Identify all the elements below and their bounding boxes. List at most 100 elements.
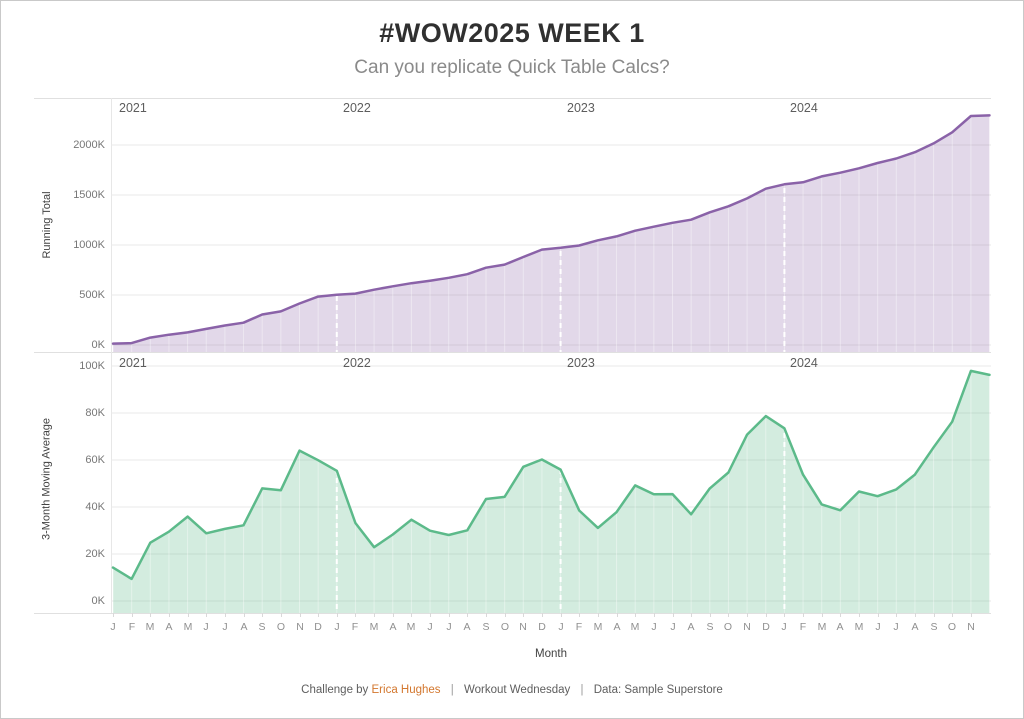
- month-label: M: [406, 621, 416, 633]
- month-label: J: [893, 621, 899, 633]
- month-label: A: [240, 621, 248, 633]
- month-tick: [542, 613, 543, 617]
- month-tick: [803, 613, 804, 617]
- axis-bottom-border: [34, 613, 991, 614]
- month-label: M: [593, 621, 603, 633]
- month-tick: [244, 613, 245, 617]
- y-tick-label: 0K: [91, 595, 105, 607]
- month-label: S: [930, 621, 938, 633]
- month-tick: [523, 613, 524, 617]
- y-tick-label: 60K: [85, 454, 105, 466]
- month-tick: [673, 613, 674, 617]
- year-label: 2022: [343, 101, 371, 115]
- month-tick: [411, 613, 412, 617]
- month-label: D: [314, 621, 322, 633]
- month-tick: [300, 613, 301, 617]
- running-total-area-chart[interactable]: [111, 98, 991, 352]
- month-tick: [635, 613, 636, 617]
- month-tick: [691, 613, 692, 617]
- month-tick: [188, 613, 189, 617]
- month-label: O: [723, 621, 733, 633]
- month-label: S: [258, 621, 266, 633]
- month-label: N: [519, 621, 527, 633]
- y-axis-title-moving-average: 3-Month Moving Average: [40, 417, 53, 541]
- month-label: A: [389, 621, 397, 633]
- pane-divider: [34, 352, 991, 353]
- month-tick: [281, 613, 282, 617]
- month-tick: [150, 613, 151, 617]
- month-tick: [262, 613, 263, 617]
- month-label: N: [743, 621, 751, 633]
- x-axis-title: Month: [535, 648, 567, 660]
- month-tick: [486, 613, 487, 617]
- month-label: J: [875, 621, 881, 633]
- month-label: A: [463, 621, 471, 633]
- y-tick-label: 80K: [85, 407, 105, 419]
- month-label: J: [558, 621, 564, 633]
- footer-separator: |: [450, 684, 454, 696]
- month-label: A: [613, 621, 621, 633]
- footer-separator: |: [580, 684, 584, 696]
- year-label: 2024: [790, 356, 818, 370]
- month-tick: [934, 613, 935, 617]
- month-tick: [617, 613, 618, 617]
- month-label: F: [799, 621, 807, 633]
- month-label: O: [276, 621, 286, 633]
- year-label: 2022: [343, 356, 371, 370]
- year-label: 2021: [119, 101, 147, 115]
- footer-data-source: Data: Sample Superstore: [593, 684, 723, 696]
- month-tick: [132, 613, 133, 617]
- month-tick: [784, 613, 785, 617]
- month-label: S: [706, 621, 714, 633]
- author-link[interactable]: Erica Hughes: [371, 684, 441, 696]
- y-tick-label: 1500K: [73, 189, 105, 201]
- month-tick: [355, 613, 356, 617]
- pane-top-border: [34, 98, 991, 99]
- month-tick: [840, 613, 841, 617]
- month-tick: [393, 613, 394, 617]
- month-label: M: [369, 621, 379, 633]
- month-label: A: [911, 621, 919, 633]
- month-label: J: [334, 621, 340, 633]
- month-tick: [449, 613, 450, 617]
- dashboard-subtitle: Can you replicate Quick Table Calcs?: [354, 57, 670, 78]
- month-label: M: [817, 621, 827, 633]
- month-tick: [169, 613, 170, 617]
- month-label: N: [296, 621, 304, 633]
- month-label: M: [183, 621, 193, 633]
- year-label: 2021: [119, 356, 147, 370]
- y-axis-title-running-total: Running Total: [41, 191, 53, 259]
- month-tick: [318, 613, 319, 617]
- month-label: J: [651, 621, 657, 633]
- moving-average-area-chart[interactable]: [111, 352, 991, 613]
- y-tick-label: 100K: [79, 360, 105, 372]
- month-tick: [206, 613, 207, 617]
- month-tick: [766, 613, 767, 617]
- y-tick-label: 1000K: [73, 239, 105, 251]
- month-tick: [505, 613, 506, 617]
- dashboard-title: #WOW2025 WEEK 1: [379, 18, 645, 48]
- month-label: O: [500, 621, 510, 633]
- month-tick: [971, 613, 972, 617]
- y-tick-label: 0K: [91, 339, 105, 351]
- y-tick-label: 2000K: [73, 139, 105, 151]
- month-tick: [710, 613, 711, 617]
- month-tick: [952, 613, 953, 617]
- year-label: 2024: [790, 101, 818, 115]
- month-label: N: [967, 621, 975, 633]
- month-tick: [598, 613, 599, 617]
- month-label: O: [947, 621, 957, 633]
- month-label: J: [781, 621, 787, 633]
- month-tick: [561, 613, 562, 617]
- month-label: F: [351, 621, 359, 633]
- month-tick: [113, 613, 114, 617]
- month-tick: [728, 613, 729, 617]
- month-label: M: [630, 621, 640, 633]
- month-label: A: [165, 621, 173, 633]
- month-label: A: [687, 621, 695, 633]
- month-label: F: [128, 621, 136, 633]
- month-label: J: [670, 621, 676, 633]
- month-tick: [579, 613, 580, 617]
